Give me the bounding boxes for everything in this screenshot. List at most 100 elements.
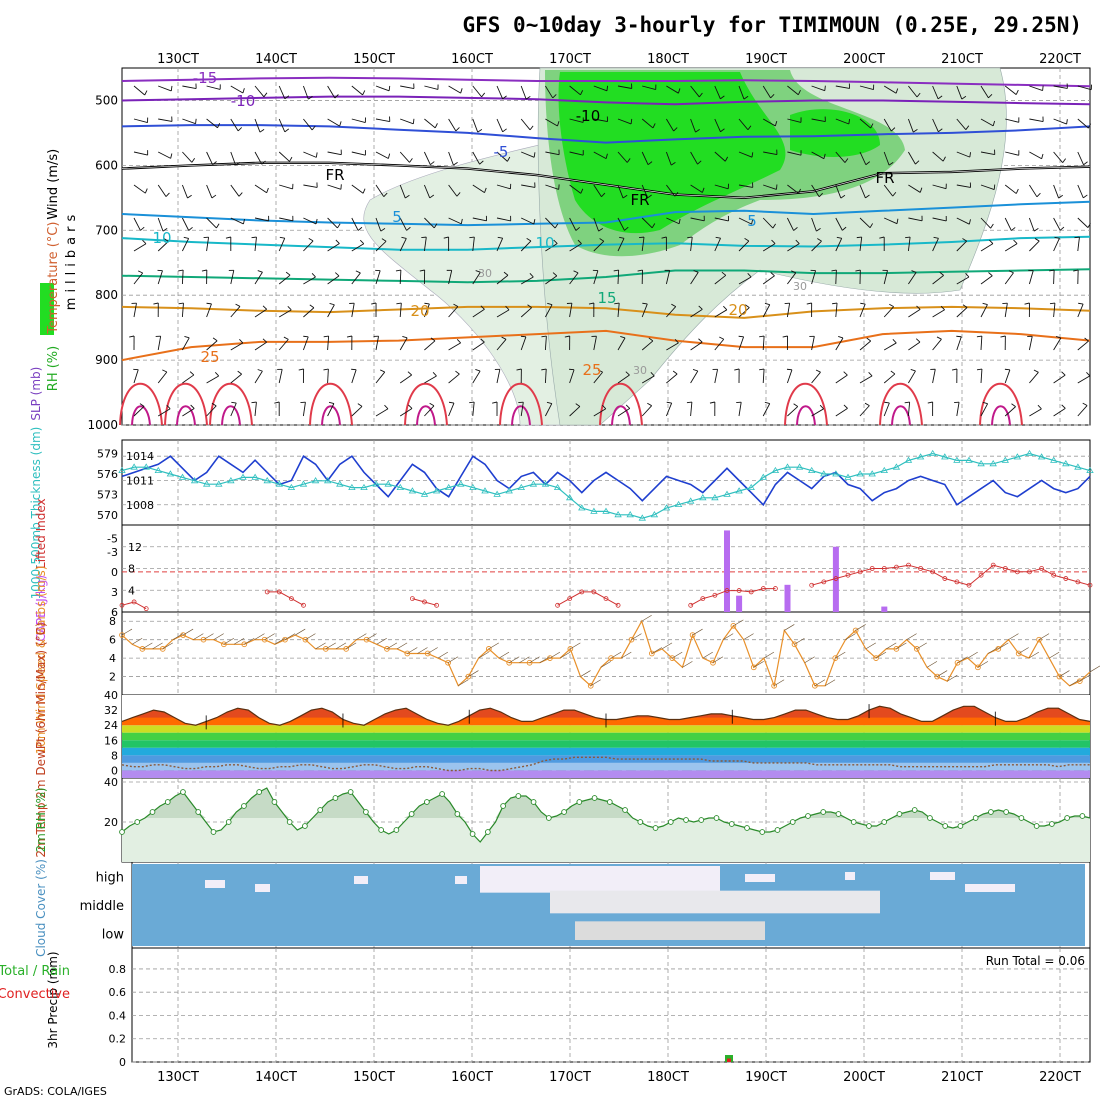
temp-tick-label: 40 xyxy=(104,689,118,702)
rh2m-marker xyxy=(989,810,994,815)
wind-barb-flag xyxy=(530,126,533,130)
cloud-high-patch xyxy=(745,874,775,882)
contour-label: FR xyxy=(325,166,344,184)
rh-tick-label: 40 xyxy=(104,776,118,789)
wind-barb-flag xyxy=(916,339,920,342)
cloud-row-label: middle xyxy=(80,899,124,914)
wind-barb-flag xyxy=(503,129,507,132)
wind-barb-flag xyxy=(384,405,387,409)
wind-barb xyxy=(1029,119,1043,122)
wind-barb xyxy=(449,86,461,93)
wind-barb xyxy=(521,119,530,130)
wind10-barb xyxy=(581,671,591,677)
wind-barb-flag xyxy=(358,404,362,407)
warm-contour-arc xyxy=(310,384,352,425)
wind-barb-flag xyxy=(759,336,764,337)
wind-barb-flag xyxy=(456,127,460,130)
wind-barb xyxy=(303,277,315,284)
wind-barb-flag xyxy=(396,303,401,304)
time-label-bottom: 190CT xyxy=(745,1070,787,1085)
wind-barb xyxy=(908,402,909,416)
wind-barb xyxy=(1005,119,1019,122)
rh2m-marker xyxy=(242,804,247,809)
contour-label: FR xyxy=(875,169,894,187)
cloud-mid-block xyxy=(550,891,880,914)
wind-barb-flag xyxy=(190,372,194,375)
wind-barb xyxy=(158,336,160,350)
wind-barb xyxy=(303,185,317,187)
wind-barb xyxy=(328,369,329,383)
rh2m-marker xyxy=(211,830,216,835)
wind-barb xyxy=(957,402,959,416)
time-label-top: 180CT xyxy=(647,52,689,67)
time-label-bottom: 140CT xyxy=(255,1070,297,1085)
wind-tick-label: 4 xyxy=(109,652,116,665)
wind-barb-flag xyxy=(1086,372,1089,376)
wind-barb-flag xyxy=(216,224,219,228)
cloud-high-patch xyxy=(455,876,467,884)
rh2m-marker xyxy=(455,812,460,817)
rh2m-marker xyxy=(1004,810,1009,815)
wind-barb-flag xyxy=(312,273,315,277)
ua-ylabel-temp: Temperature (°C) xyxy=(46,222,61,335)
rh2m-marker xyxy=(485,830,490,835)
wind-barb xyxy=(134,370,138,383)
wind-barb xyxy=(739,402,741,416)
wind-barb xyxy=(134,273,143,284)
wind-barb xyxy=(279,185,292,189)
wind-barb-flag xyxy=(667,402,672,403)
wind-barb-flag xyxy=(251,402,256,403)
wind10-barb xyxy=(509,657,519,663)
wind-barb-flag xyxy=(179,303,184,304)
wind-barb xyxy=(376,372,385,383)
wind-barb xyxy=(1005,244,1017,251)
wind-barb xyxy=(981,244,993,251)
wind-barb-flag xyxy=(184,237,189,238)
wind-barb xyxy=(497,369,500,383)
wind10-barb xyxy=(652,648,662,654)
time-label-bottom: 180CT xyxy=(647,1070,689,1085)
wind-barb-flag xyxy=(673,371,677,374)
wind-barb xyxy=(352,370,356,383)
cloud-high-patch xyxy=(845,872,855,880)
wind-barb-flag xyxy=(1011,404,1015,407)
lifted-index-marker xyxy=(302,603,306,607)
wind-barb-flag xyxy=(983,303,988,304)
wind-barb xyxy=(836,375,848,383)
wind-barb xyxy=(134,218,140,230)
wind-barb-flag xyxy=(239,193,242,197)
wind-barb-flag xyxy=(316,219,317,224)
li-tick-label: -5 xyxy=(107,532,118,545)
wind-barb xyxy=(1029,271,1033,284)
wind-barb-flag xyxy=(734,369,739,370)
wind-barb-flag xyxy=(1063,159,1066,163)
wind-barb xyxy=(328,305,335,317)
wind10-barb xyxy=(1090,666,1100,672)
wind-barb xyxy=(981,305,987,317)
wind-barb-flag xyxy=(905,237,910,238)
wind-barb-flag xyxy=(759,369,764,370)
wind-barb-flag xyxy=(356,271,361,273)
wind-barb-flag xyxy=(1025,303,1030,304)
wind10-barb xyxy=(662,643,672,649)
ua-tick-label: 600 xyxy=(95,158,118,172)
rh2m-marker xyxy=(973,816,978,821)
wind10-barb xyxy=(397,643,407,649)
wind-barb xyxy=(424,86,438,89)
wind-barb xyxy=(1005,218,1011,231)
wind-barb-flag xyxy=(330,303,335,304)
wind-barb xyxy=(691,371,698,383)
wind-barb-flag xyxy=(1035,238,1039,241)
wind10-barb xyxy=(519,657,529,663)
wind-barb-flag xyxy=(607,86,608,91)
wind-barb xyxy=(812,409,824,416)
wind-barb xyxy=(182,218,188,230)
wind-barb-flag xyxy=(977,369,982,370)
wind-barb-flag xyxy=(687,402,692,403)
wind10-line xyxy=(122,621,1090,686)
wind-barb xyxy=(473,342,485,350)
rh2m-marker xyxy=(424,800,429,805)
wind10-barb xyxy=(958,657,968,663)
wind-barb-flag xyxy=(857,237,862,238)
wind-barb xyxy=(207,237,209,251)
